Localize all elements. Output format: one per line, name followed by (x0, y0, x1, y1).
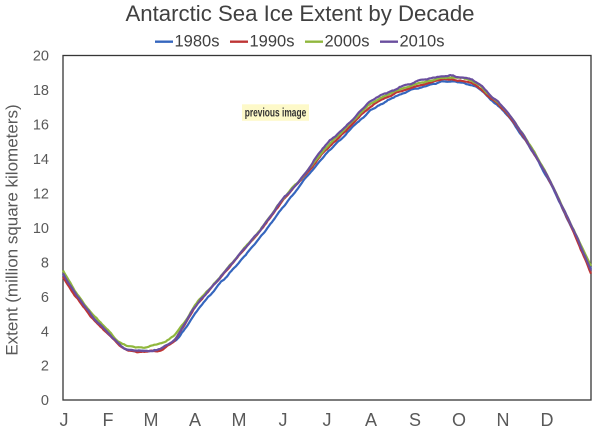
svg-text:O: O (452, 410, 466, 430)
svg-text:Antarctic Sea Ice Extent by De: Antarctic Sea Ice Extent by Decade (125, 1, 474, 26)
svg-text:1990s: 1990s (250, 33, 295, 51)
svg-text:2010s: 2010s (400, 33, 445, 51)
svg-text:D: D (541, 410, 554, 430)
svg-text:6: 6 (41, 290, 49, 306)
svg-text:F: F (103, 410, 114, 430)
svg-text:A: A (189, 410, 201, 430)
svg-text:8: 8 (41, 255, 49, 271)
svg-text:12: 12 (33, 187, 49, 203)
svg-text:1980s: 1980s (175, 33, 220, 51)
svg-text:2000s: 2000s (325, 33, 370, 51)
svg-text:16: 16 (33, 118, 49, 134)
svg-text:M: M (144, 410, 159, 430)
svg-text:A: A (365, 410, 377, 430)
svg-text:J: J (60, 410, 69, 430)
svg-text:18: 18 (33, 83, 49, 99)
svg-text:4: 4 (41, 324, 49, 340)
svg-text:14: 14 (33, 152, 49, 168)
svg-text:20: 20 (33, 49, 49, 65)
svg-text:previous image: previous image (245, 106, 307, 120)
svg-text:10: 10 (33, 221, 49, 237)
svg-text:J: J (323, 410, 332, 430)
svg-text:J: J (279, 410, 288, 430)
svg-text:2: 2 (41, 359, 49, 375)
svg-text:0: 0 (41, 393, 49, 409)
svg-text:N: N (497, 410, 510, 430)
svg-text:Extent (million square kilomet: Extent (million square kilometers) (3, 104, 22, 355)
svg-text:M: M (232, 410, 247, 430)
svg-text:S: S (409, 410, 421, 430)
